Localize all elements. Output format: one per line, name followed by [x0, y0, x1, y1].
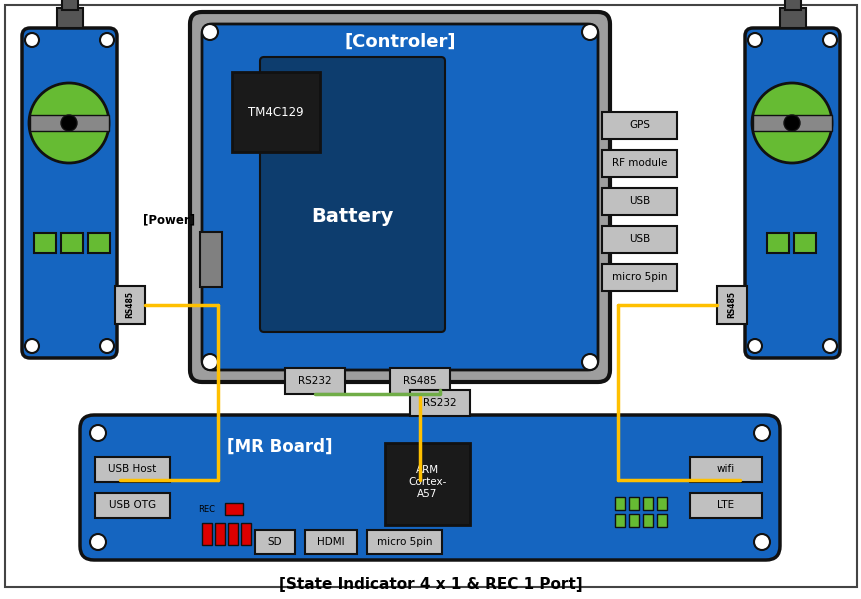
Text: SD: SD [268, 537, 282, 547]
Bar [228, 523, 238, 545]
Bar [601, 112, 676, 139]
Bar [62, 0, 77, 10]
Bar [95, 493, 170, 518]
Circle shape [25, 33, 39, 47]
Text: RS232: RS232 [298, 376, 331, 386]
Text: [Power]: [Power] [143, 213, 195, 226]
Bar [642, 497, 653, 510]
Bar [656, 497, 666, 510]
Text: TM4C129: TM4C129 [248, 105, 303, 119]
Circle shape [581, 354, 598, 370]
Circle shape [100, 33, 114, 47]
Text: RS485: RS485 [126, 292, 134, 319]
Bar [601, 226, 676, 253]
Circle shape [90, 534, 106, 550]
Text: RS485: RS485 [727, 292, 735, 319]
Bar [689, 493, 761, 518]
Bar [95, 457, 170, 482]
Bar [389, 368, 449, 394]
Text: Battery: Battery [311, 207, 393, 226]
Bar [716, 286, 746, 324]
Bar [614, 514, 624, 527]
Circle shape [751, 83, 831, 163]
Bar [285, 368, 344, 394]
Text: GPS: GPS [629, 120, 649, 131]
Text: [State Indicator 4 x 1 & REC 1 Port]: [State Indicator 4 x 1 & REC 1 Port] [279, 577, 582, 592]
Circle shape [822, 339, 836, 353]
Circle shape [201, 24, 218, 40]
Bar [601, 150, 676, 177]
Text: USB OTG: USB OTG [108, 501, 156, 510]
Text: wifi: wifi [716, 464, 734, 474]
Bar [241, 523, 251, 545]
Bar [614, 497, 624, 510]
Bar [232, 72, 319, 152]
Text: HDMI: HDMI [317, 537, 344, 547]
Circle shape [753, 534, 769, 550]
Circle shape [25, 339, 39, 353]
Bar [57, 8, 83, 28]
Circle shape [747, 339, 761, 353]
Bar [225, 503, 243, 515]
Bar [255, 530, 294, 554]
Bar [214, 523, 225, 545]
Bar [305, 530, 356, 554]
Circle shape [29, 83, 108, 163]
Bar [30, 115, 108, 131]
Bar [629, 497, 638, 510]
Text: RS485: RS485 [403, 376, 437, 386]
Text: [Controler]: [Controler] [344, 33, 455, 51]
FancyBboxPatch shape [744, 28, 839, 358]
FancyBboxPatch shape [260, 57, 444, 332]
Bar [784, 0, 800, 10]
Circle shape [784, 115, 799, 131]
Bar [115, 286, 145, 324]
Circle shape [822, 33, 836, 47]
FancyBboxPatch shape [80, 415, 779, 560]
Text: USB Host: USB Host [108, 464, 157, 474]
Text: USB: USB [629, 234, 649, 244]
Bar [642, 514, 653, 527]
Bar [34, 233, 56, 253]
Text: RF module: RF module [611, 159, 666, 168]
Bar [200, 232, 222, 287]
FancyBboxPatch shape [22, 28, 117, 358]
Circle shape [581, 24, 598, 40]
Text: micro 5pin: micro 5pin [376, 537, 431, 547]
Bar [779, 8, 805, 28]
Text: USB: USB [629, 196, 649, 207]
Bar [689, 457, 761, 482]
Circle shape [753, 425, 769, 441]
Circle shape [61, 115, 77, 131]
Bar [793, 233, 815, 253]
Bar [201, 523, 212, 545]
Bar [367, 530, 442, 554]
Bar [766, 233, 788, 253]
Bar [88, 233, 110, 253]
Circle shape [100, 339, 114, 353]
Bar [601, 188, 676, 215]
FancyBboxPatch shape [201, 24, 598, 370]
Bar [656, 514, 666, 527]
Bar [753, 115, 831, 131]
Bar [61, 233, 83, 253]
Text: REC: REC [198, 504, 215, 513]
Text: micro 5pin: micro 5pin [611, 273, 666, 283]
Text: LTE: LTE [716, 501, 734, 510]
Bar [629, 514, 638, 527]
Text: RS232: RS232 [423, 398, 456, 408]
FancyBboxPatch shape [189, 12, 610, 382]
Circle shape [201, 354, 218, 370]
Circle shape [90, 425, 106, 441]
Circle shape [747, 33, 761, 47]
Bar [385, 443, 469, 525]
Text: [MR Board]: [MR Board] [227, 438, 332, 456]
Text: ARM
Cortex-
A57: ARM Cortex- A57 [408, 465, 446, 498]
Bar [601, 264, 676, 291]
Bar [410, 390, 469, 416]
